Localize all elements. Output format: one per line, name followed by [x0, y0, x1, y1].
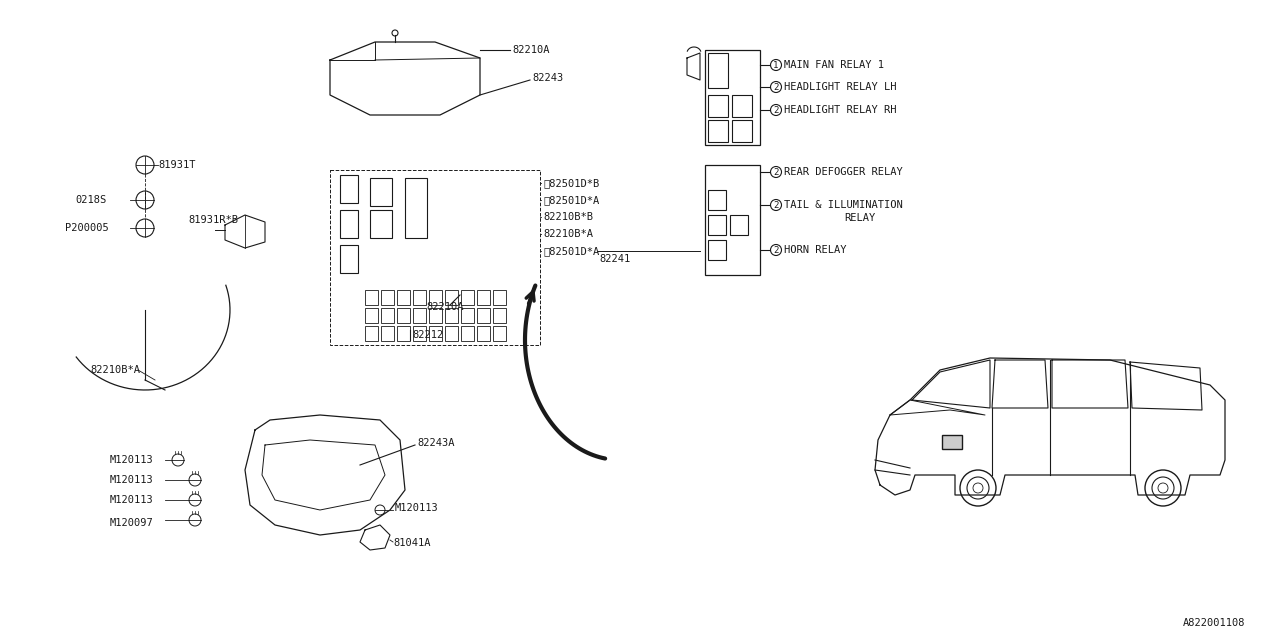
Bar	[477, 326, 490, 341]
Bar	[429, 308, 442, 323]
Bar	[370, 210, 392, 238]
Text: MAIN FAN RELAY 1: MAIN FAN RELAY 1	[785, 60, 884, 70]
Text: M120113: M120113	[110, 455, 154, 465]
Text: REAR DEFOGGER RELAY: REAR DEFOGGER RELAY	[785, 167, 902, 177]
Text: M120113: M120113	[396, 503, 439, 513]
Text: 2: 2	[773, 168, 778, 177]
Text: P200005: P200005	[65, 223, 109, 233]
Text: RELAY: RELAY	[844, 213, 876, 223]
Text: 2: 2	[773, 200, 778, 209]
Bar	[340, 210, 358, 238]
Bar	[381, 290, 394, 305]
Bar	[413, 326, 426, 341]
Bar	[732, 120, 753, 142]
Text: 1: 1	[773, 61, 778, 70]
Text: ①82501D*B: ①82501D*B	[543, 178, 599, 188]
Text: M120113: M120113	[110, 475, 154, 485]
Bar	[730, 215, 748, 235]
Bar	[445, 308, 458, 323]
Bar	[708, 53, 728, 88]
Bar	[413, 290, 426, 305]
Bar	[370, 178, 392, 206]
Bar	[381, 308, 394, 323]
Text: 82210A: 82210A	[426, 302, 463, 312]
Bar	[429, 326, 442, 341]
Text: ②82501D*A: ②82501D*A	[543, 246, 599, 256]
Bar	[493, 326, 506, 341]
Text: 2: 2	[773, 83, 778, 92]
Bar	[708, 215, 726, 235]
Text: HEADLIGHT RELAY LH: HEADLIGHT RELAY LH	[785, 82, 896, 92]
Text: 0218S: 0218S	[76, 195, 106, 205]
Bar	[705, 165, 760, 275]
Text: 81931R*B: 81931R*B	[188, 215, 238, 225]
Bar	[477, 290, 490, 305]
Text: 82210A: 82210A	[512, 45, 549, 55]
Text: 2: 2	[773, 246, 778, 255]
Bar	[381, 326, 394, 341]
Bar	[461, 290, 474, 305]
Text: TAIL & ILLUMINATION: TAIL & ILLUMINATION	[785, 200, 902, 210]
Text: HEADLIGHT RELAY RH: HEADLIGHT RELAY RH	[785, 105, 896, 115]
Bar	[493, 308, 506, 323]
Text: 81041A: 81041A	[393, 538, 430, 548]
Bar	[708, 95, 728, 117]
Bar	[330, 170, 540, 345]
Text: A822001108: A822001108	[1183, 618, 1245, 628]
Bar	[429, 290, 442, 305]
Text: 82210B*A: 82210B*A	[90, 365, 140, 375]
Bar	[340, 245, 358, 273]
Bar	[493, 290, 506, 305]
Bar	[365, 290, 378, 305]
Bar	[365, 308, 378, 323]
Text: 82243: 82243	[532, 73, 563, 83]
Bar	[708, 190, 726, 210]
Bar	[708, 120, 728, 142]
Bar	[708, 240, 726, 260]
Text: 82243A: 82243A	[417, 438, 454, 448]
Bar	[461, 326, 474, 341]
Text: 2: 2	[773, 106, 778, 115]
Text: M120113: M120113	[110, 495, 154, 505]
Text: 81931T: 81931T	[157, 160, 196, 170]
Bar	[404, 178, 428, 238]
Text: M120097: M120097	[110, 518, 154, 528]
Text: 82210B*B: 82210B*B	[543, 212, 593, 222]
Bar	[732, 95, 753, 117]
Bar	[445, 290, 458, 305]
Bar	[397, 326, 410, 341]
Bar	[365, 326, 378, 341]
Bar	[397, 290, 410, 305]
Bar	[705, 50, 760, 145]
Bar	[397, 308, 410, 323]
Text: 82241: 82241	[599, 254, 630, 264]
Bar	[445, 326, 458, 341]
Text: 82210B*A: 82210B*A	[543, 229, 593, 239]
Bar	[340, 175, 358, 203]
Text: ②82501D*A: ②82501D*A	[543, 195, 599, 205]
Bar	[942, 435, 963, 449]
Text: 82212: 82212	[412, 330, 443, 340]
Bar	[477, 308, 490, 323]
Bar	[461, 308, 474, 323]
Text: HORN RELAY: HORN RELAY	[785, 245, 846, 255]
Bar	[413, 308, 426, 323]
